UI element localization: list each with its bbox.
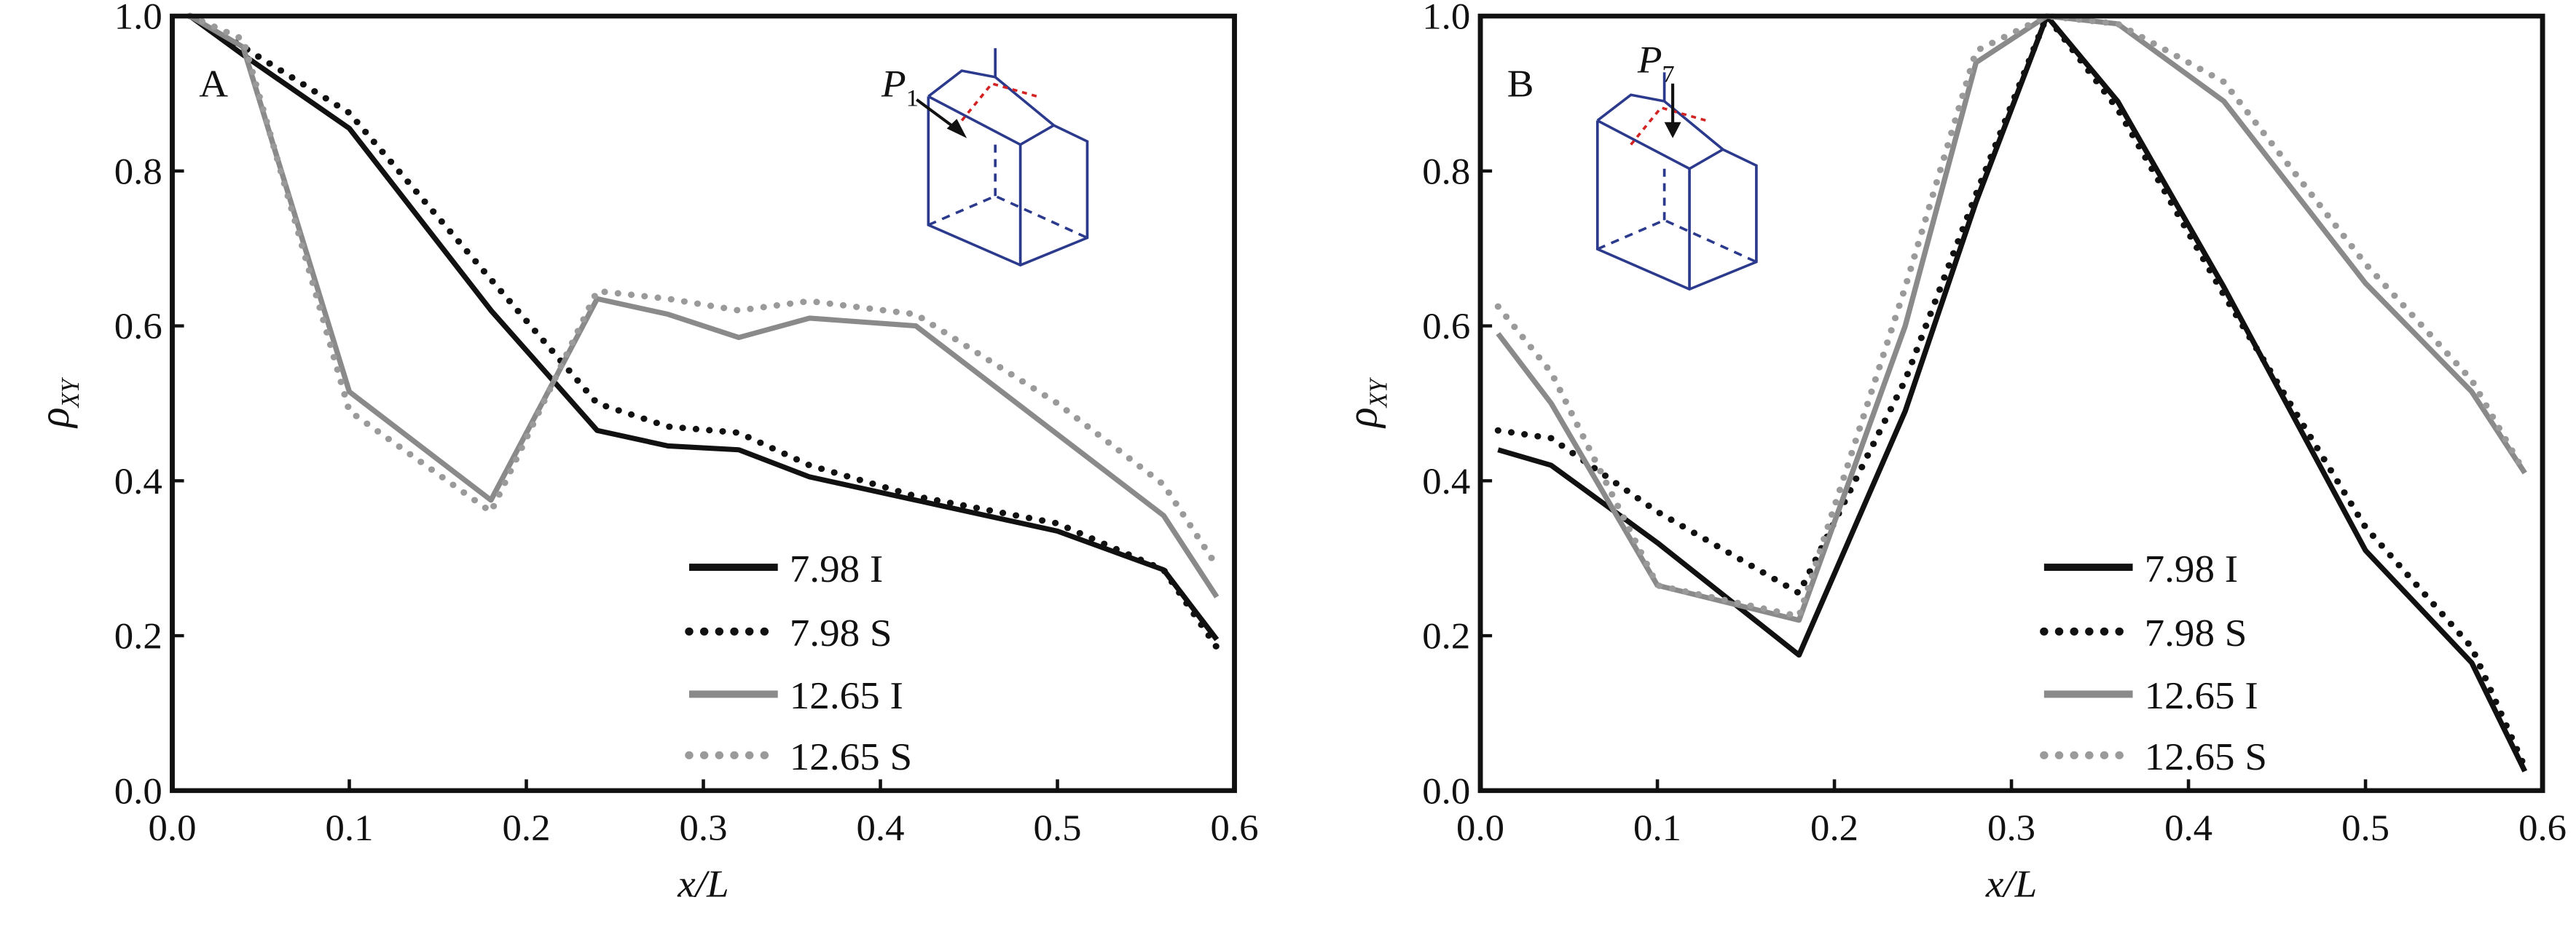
inset-point-symbol: P <box>881 62 906 105</box>
inset-edge <box>927 95 1089 267</box>
legend-label: 12.65 I <box>2145 674 2258 717</box>
inset-arrowhead-icon <box>946 119 967 138</box>
y-axis-label-subscript: XY <box>1365 377 1393 409</box>
inset-point-subscript: 1 <box>906 85 919 111</box>
inset-arrowhead-icon <box>1664 122 1681 138</box>
panel-B: 0.0 0.1 0.2 0.3 0.4 0.5 0.6 0.0 0.2 0.4 0.6 0.8 1.0 x… <box>1338 0 2567 905</box>
series-line-7-98-I <box>188 14 1220 641</box>
inset-edge <box>1596 93 1724 151</box>
legend-label: 12.65 S <box>2145 735 2267 778</box>
legend-label: 7.98 I <box>790 548 884 591</box>
y-tick-label: 0.8 <box>114 151 162 192</box>
y-tick-label: 1.0 <box>1422 0 1470 37</box>
inset-point-symbol: P <box>1637 38 1662 81</box>
series-line-7-98-S <box>1494 12 2529 771</box>
plot-frame <box>170 13 1237 794</box>
x-tick-label: 0.3 <box>680 808 728 849</box>
x-tick-label: 0.0 <box>1456 808 1504 849</box>
y-axis-label-subscript: XY <box>57 377 85 409</box>
legend-label: 12.65 I <box>790 674 903 717</box>
series-line-12-65-S <box>1494 12 2529 620</box>
plot-frame <box>1477 13 2545 794</box>
x-tick-label: 0.1 <box>326 808 374 849</box>
x-tick-label: 0.5 <box>2341 808 2390 849</box>
y-axis-label: ρXY <box>30 377 85 429</box>
x-tick-label: 0.6 <box>1211 808 1259 849</box>
x-tick-label: 0.1 <box>1633 808 1681 849</box>
panel-A: 0.0 0.1 0.2 0.3 0.4 0.5 0.6 0.0 0.2 0.4 0.6 0.8 1.0 x… <box>30 0 1258 905</box>
x-axis-label: x/L <box>1985 862 2037 905</box>
y-tick-label: 0.0 <box>114 771 162 812</box>
panel-label: B <box>1507 62 1534 105</box>
y-tick-label: 0.2 <box>114 617 162 657</box>
x-tick-label: 0.4 <box>2164 808 2212 849</box>
x-tick-label: 0.0 <box>148 808 196 849</box>
y-tick-label: 0.0 <box>1422 771 1470 812</box>
legend-label: 7.98 S <box>2145 612 2247 655</box>
series-line-12-65-I <box>188 14 1220 599</box>
x-tick-label: 0.5 <box>1034 808 1082 849</box>
inset-point-label: P7 <box>1637 38 1675 87</box>
x-tick-label: 0.2 <box>1810 808 1858 849</box>
inset-edge <box>1595 119 1758 291</box>
y-tick-label: 0.6 <box>114 307 162 347</box>
y-tick-label: 0.6 <box>1422 307 1470 347</box>
inset-hidden-edge <box>927 194 1088 240</box>
inset-hidden-edge <box>1597 218 1757 264</box>
x-tick-label: 0.3 <box>1987 808 2035 849</box>
series-line-7-98-I <box>1497 13 2528 773</box>
series-line-12-65-S <box>186 12 1220 569</box>
x-axis-label: x/L <box>677 862 729 905</box>
legend-label: 7.98 I <box>2145 548 2239 591</box>
y-tick-label: 0.8 <box>1422 151 1470 192</box>
building-inset-icon <box>1595 72 1758 291</box>
x-tick-label: 0.4 <box>857 808 905 849</box>
inset-edge <box>927 69 1055 127</box>
series-line-7-98-S <box>186 12 1220 651</box>
y-tick-label: 0.2 <box>1422 617 1470 657</box>
y-axis-label-symbol: ρ <box>30 407 78 429</box>
y-tick-label: 0.4 <box>114 462 162 502</box>
y-tick-label: 1.0 <box>114 0 162 37</box>
y-tick-label: 0.4 <box>1422 462 1470 502</box>
legend-label: 7.98 S <box>790 612 892 655</box>
inset-point-label: P1 <box>881 62 919 111</box>
y-axis-label: ρXY <box>1338 377 1393 429</box>
x-tick-label: 0.2 <box>503 808 551 849</box>
inset-point-subscript: 7 <box>1662 61 1675 87</box>
building-inset-icon <box>927 48 1089 267</box>
y-axis-label-symbol: ρ <box>1338 407 1386 429</box>
x-tick-label: 0.6 <box>2518 808 2567 849</box>
legend-label: 12.65 S <box>790 735 912 778</box>
panel-label: A <box>199 62 228 105</box>
